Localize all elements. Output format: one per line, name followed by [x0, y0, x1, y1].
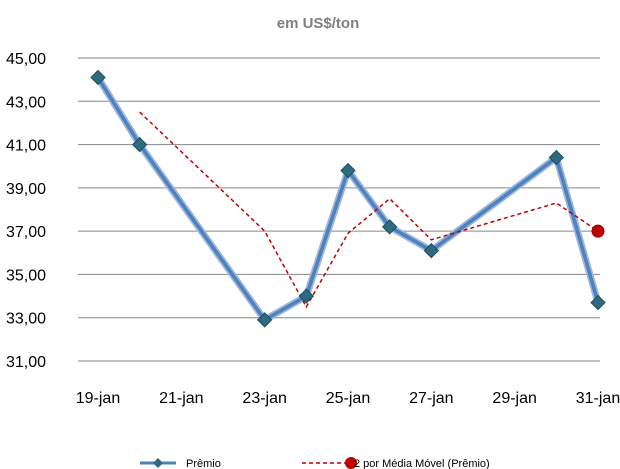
premio-point: [548, 149, 565, 166]
y-tick-label: 37,00: [6, 224, 46, 241]
legend: Prêmio 2 por Média Móvel (Prêmio): [140, 457, 490, 469]
premio-point: [340, 162, 356, 179]
moving-average-line: [139, 111, 599, 309]
premio-point: [590, 294, 606, 311]
x-tick-label: 27-jan: [409, 390, 453, 407]
premio-point: [381, 219, 398, 235]
x-axis: 19-jan 21-jan 23-jan 25-jan 27-jan 29-jan 31-j…: [76, 390, 620, 407]
x-tick-label: 25-jan: [326, 390, 370, 407]
premio-point: [256, 312, 273, 328]
y-axis: 45,00 43,00 41,00 39,00 37,00 35,00 33,00 31,00: [6, 51, 46, 371]
legend-moving-average-marker: [345, 457, 357, 469]
y-tick-label: 41,00: [6, 138, 46, 155]
x-tick-label: 19-jan: [76, 390, 120, 407]
moving-average-end-point: [591, 224, 605, 238]
x-tick-label: 21-jan: [159, 390, 203, 407]
chart-subtitle: em US$/ton: [277, 15, 360, 32]
y-tick-label: 35,00: [6, 267, 46, 284]
x-tick-label: 31-jan: [576, 390, 620, 407]
y-tick-label: 43,00: [6, 94, 46, 111]
legend-premio-label: Prêmio: [186, 458, 221, 469]
premio-point: [423, 242, 440, 259]
plot-area: [90, 69, 606, 328]
premio-point: [298, 288, 315, 304]
premio-line-halo: [94, 74, 602, 324]
x-tick-label: 23-jan: [242, 390, 286, 407]
premio-line: [96, 75, 600, 322]
legend-premio-marker: [153, 458, 163, 468]
legend-moving-average-label: 2 por Média Móvel (Prêmio): [354, 458, 490, 469]
premio-point: [131, 136, 148, 153]
y-tick-label: 45,00: [6, 51, 46, 68]
y-tick-label: 33,00: [6, 311, 46, 328]
gridlines: [78, 57, 600, 362]
y-tick-label: 39,00: [6, 181, 46, 198]
premio-point: [90, 69, 106, 86]
x-tick-label: 29-jan: [492, 390, 536, 407]
y-tick-label: 31,00: [6, 354, 46, 371]
